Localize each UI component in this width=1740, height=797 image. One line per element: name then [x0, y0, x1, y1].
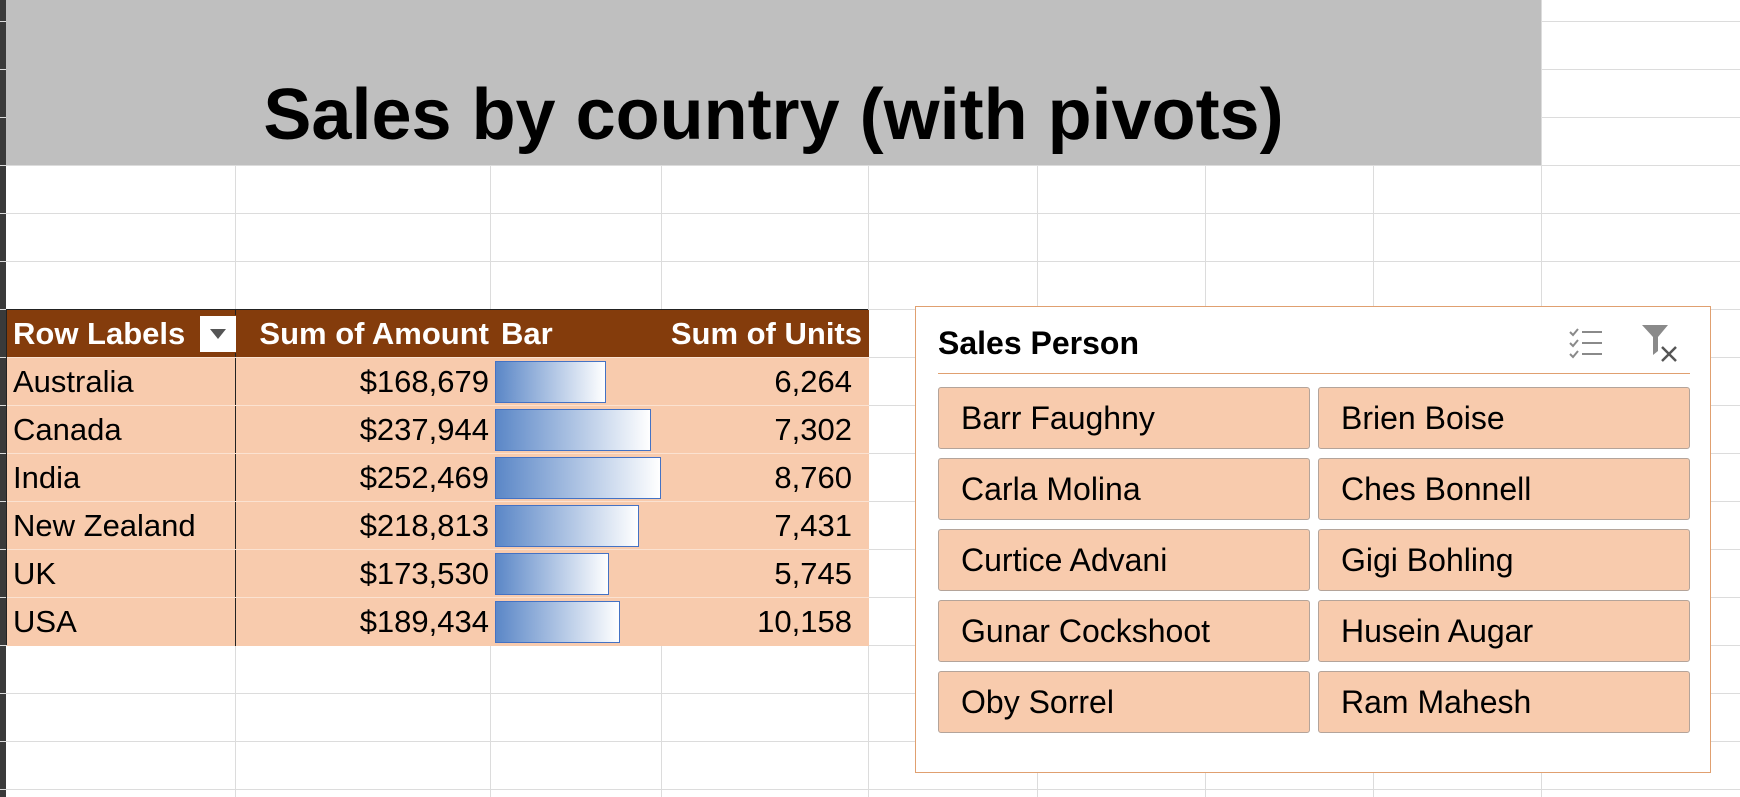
row-header-edge [0, 0, 6, 797]
dropdown-arrow-icon [210, 329, 226, 339]
table-row[interactable]: India $252,469 8,760 [7, 453, 869, 502]
data-bar [495, 457, 661, 499]
row-labels-filter-button[interactable] [199, 315, 237, 353]
table-row[interactable]: USA $189,434 10,158 [7, 597, 869, 646]
row-label: Canada [7, 406, 236, 454]
row-amount: $173,530 [359, 556, 489, 591]
header-sum-of-amount[interactable]: Sum of Amount [259, 315, 489, 351]
pivot-header-row: Row Labels Sum of Amount Bar Sum of Unit… [7, 310, 869, 357]
slicer-item[interactable]: Brien Boise [1318, 387, 1690, 449]
header-sum-of-units[interactable]: Sum of Units [670, 315, 862, 351]
table-row[interactable]: UK $173,530 5,745 [7, 549, 869, 598]
slicer-item[interactable]: Carla Molina [938, 458, 1310, 520]
slicer-item[interactable]: Curtice Advani [938, 529, 1310, 591]
sheet-title: Sales by country (with pivots) [263, 75, 1284, 155]
pivot-table[interactable]: Row Labels Sum of Amount Bar Sum of Unit… [6, 309, 869, 646]
data-bar [495, 505, 639, 547]
slicer-item[interactable]: Barr Faughny [938, 387, 1310, 449]
row-label: New Zealand [7, 502, 236, 550]
row-units: 8,760 [774, 460, 852, 495]
sales-person-slicer[interactable]: Sales Person Barr Faughny Brien Boise Ca… [915, 306, 1711, 773]
multi-select-icon[interactable] [1566, 323, 1606, 363]
table-row[interactable]: Australia $168,679 6,264 [7, 357, 869, 406]
slicer-item[interactable]: Gunar Cockshoot [938, 600, 1310, 662]
row-units: 7,302 [774, 412, 852, 447]
row-bar-cell [493, 502, 663, 550]
header-bar[interactable]: Bar [501, 315, 553, 351]
row-bar-cell [493, 550, 663, 598]
slicer-item[interactable]: Husein Augar [1318, 600, 1690, 662]
slicer-title: Sales Person [938, 325, 1139, 361]
row-label: India [7, 454, 236, 502]
row-amount: $252,469 [359, 460, 489, 495]
row-amount: $218,813 [359, 508, 489, 543]
slicer-item[interactable]: Ches Bonnell [1318, 458, 1690, 520]
row-units: 10,158 [757, 604, 852, 639]
row-bar-cell [493, 598, 663, 646]
header-row-labels-text: Row Labels [13, 315, 186, 351]
data-bar [495, 361, 606, 403]
row-label: USA [7, 598, 236, 646]
clear-filter-icon[interactable] [1638, 321, 1682, 365]
data-bar [495, 601, 620, 643]
row-label: UK [7, 550, 236, 598]
row-bar-cell [493, 454, 663, 502]
data-bar [495, 409, 651, 451]
row-amount: $168,679 [359, 364, 489, 399]
row-label: Australia [7, 358, 236, 406]
header-row-labels[interactable]: Row Labels [7, 310, 236, 357]
row-amount: $189,434 [359, 604, 489, 639]
title-band [6, 0, 1541, 165]
row-units: 5,745 [774, 556, 852, 591]
table-row[interactable]: Canada $237,944 7,302 [7, 405, 869, 454]
slicer-item[interactable]: Gigi Bohling [1318, 529, 1690, 591]
slicer-item[interactable]: Ram Mahesh [1318, 671, 1690, 733]
slicer-item[interactable]: Oby Sorrel [938, 671, 1310, 733]
row-units: 6,264 [774, 364, 852, 399]
row-units: 7,431 [774, 508, 852, 543]
row-bar-cell [493, 406, 663, 454]
slicer-divider [938, 373, 1690, 374]
row-amount: $237,944 [359, 412, 489, 447]
table-row[interactable]: New Zealand $218,813 7,431 [7, 501, 869, 550]
row-bar-cell [493, 358, 663, 406]
data-bar [495, 553, 609, 595]
